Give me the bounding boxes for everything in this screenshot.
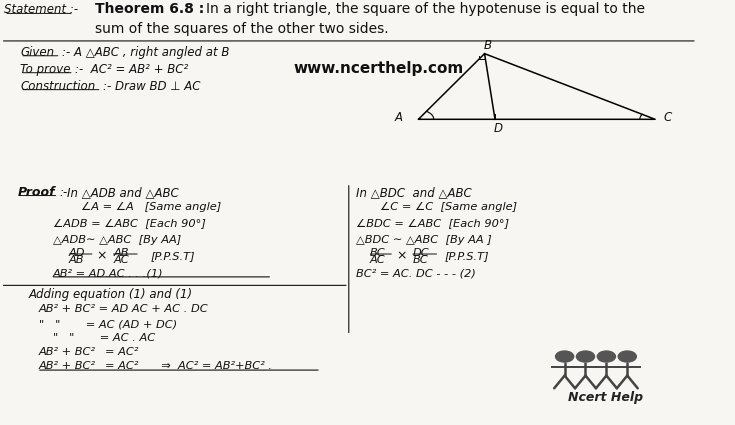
Text: sum of the squares of the other two sides.: sum of the squares of the other two side… [95, 22, 388, 36]
Text: AC: AC [113, 255, 129, 265]
Text: ∠A = ∠A   [Same angle]: ∠A = ∠A [Same angle] [81, 202, 221, 212]
Text: Given: Given [20, 46, 54, 60]
Text: [P.P.S.T]: [P.P.S.T] [151, 251, 195, 261]
Text: :- Draw BD ⊥ AC: :- Draw BD ⊥ AC [103, 80, 201, 94]
Text: Ncert Help: Ncert Help [568, 391, 643, 404]
Text: BC: BC [370, 248, 385, 258]
Text: ⇒  AC² = AB²+BC² .: ⇒ AC² = AB²+BC² . [154, 361, 272, 371]
Text: To prove: To prove [20, 63, 71, 76]
Text: △BDC ∼ △ABC  [By AA ]: △BDC ∼ △ABC [By AA ] [356, 235, 492, 244]
Circle shape [618, 351, 637, 362]
Text: B: B [484, 40, 491, 52]
Text: Statement :-: Statement :- [4, 3, 79, 16]
Text: ×: × [396, 249, 406, 262]
Text: AB: AB [113, 248, 129, 258]
Text: A: A [395, 111, 403, 125]
Text: In △BDC  and △ABC: In △BDC and △ABC [356, 186, 472, 199]
Text: "   "       = AC . AC: " " = AC . AC [53, 333, 155, 343]
Text: = AC²: = AC² [105, 347, 138, 357]
Text: BC² = AC. DC - - - (2): BC² = AC. DC - - - (2) [356, 269, 476, 278]
Text: Theorem 6.8 :: Theorem 6.8 : [95, 2, 204, 16]
Text: = AC²: = AC² [105, 361, 138, 371]
Text: △ADB∼ △ABC  [By AA]: △ADB∼ △ABC [By AA] [53, 235, 181, 244]
Text: AC: AC [370, 255, 385, 265]
Text: In a right triangle, the square of the hypotenuse is equal to the: In a right triangle, the square of the h… [206, 2, 645, 16]
Text: ×: × [97, 249, 107, 262]
Text: DC: DC [413, 248, 429, 258]
Text: In △ADB and △ABC: In △ADB and △ABC [67, 186, 179, 199]
Text: AB² + BC² = AD AC + AC . DC: AB² + BC² = AD AC + AC . DC [39, 304, 209, 314]
Text: AB² = AD.AC . . .(1): AB² = AD.AC . . .(1) [53, 269, 163, 278]
Text: BC: BC [413, 255, 429, 265]
Circle shape [576, 351, 595, 362]
Text: AB: AB [69, 255, 85, 265]
Text: :-  AC² = AB² + BC²: :- AC² = AB² + BC² [75, 63, 188, 76]
Text: D: D [494, 122, 503, 135]
Text: :-: :- [60, 186, 68, 199]
Text: C: C [664, 111, 672, 125]
Text: Proof: Proof [18, 186, 55, 199]
Circle shape [556, 351, 573, 362]
Text: www.ncerthelp.com: www.ncerthelp.com [293, 61, 463, 76]
Text: :- A △ABC , right angled at B: :- A △ABC , right angled at B [62, 46, 229, 60]
Text: [P.P.S.T]: [P.P.S.T] [445, 251, 490, 261]
Text: ∠ADB = ∠ABC  [Each 90°]: ∠ADB = ∠ABC [Each 90°] [53, 218, 206, 228]
Circle shape [598, 351, 615, 362]
Text: Construction: Construction [20, 80, 96, 94]
Text: "   "       = AC (AD + DC): " " = AC (AD + DC) [39, 319, 177, 329]
Text: AB² + BC²: AB² + BC² [39, 347, 96, 357]
Text: AB² + BC²: AB² + BC² [39, 361, 96, 371]
Text: AD: AD [69, 248, 85, 258]
Text: Adding equation (1) and (1): Adding equation (1) and (1) [29, 288, 193, 301]
Text: ∠C = ∠C  [Same angle]: ∠C = ∠C [Same angle] [380, 202, 517, 212]
Text: ∠BDC = ∠ABC  [Each 90°]: ∠BDC = ∠ABC [Each 90°] [356, 218, 509, 228]
